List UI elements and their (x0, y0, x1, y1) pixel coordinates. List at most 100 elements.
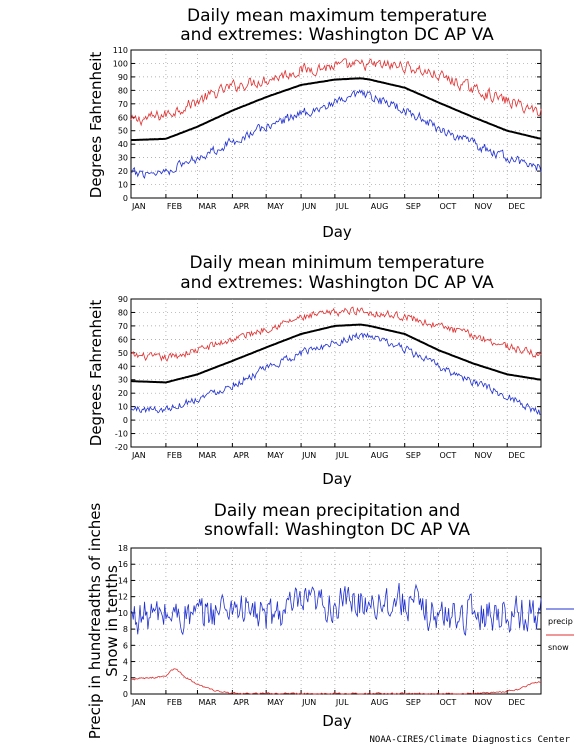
x-tick-label: MAR (198, 451, 216, 460)
x-tick-label: FEB (167, 202, 182, 211)
y-tick-label: 8 (123, 625, 128, 634)
y-axis-label: Degrees Fahrenheit (87, 52, 105, 199)
x-tick-label: NOV (474, 698, 492, 707)
x-axis-label: Day (322, 712, 352, 730)
y-tick-label: 80 (118, 86, 128, 95)
x-tick-label: JUL (335, 698, 349, 707)
credit-text: NOAA-CIRES/Climate Diagnostics Center (370, 735, 571, 745)
x-tick-label: SEP (406, 451, 421, 460)
y-tick-label: 110 (113, 46, 128, 55)
legend-label: precip (548, 617, 573, 626)
x-tick-label: FEB (167, 698, 182, 707)
x-tick-label: NOV (474, 451, 492, 460)
y-tick-label: 6 (123, 641, 128, 650)
snow-series-line (130, 668, 542, 695)
x-tick-label: JUN (301, 202, 316, 211)
x-tick-label: OCT (440, 698, 457, 707)
y-tick-label: 4 (123, 658, 128, 667)
x-tick-label: NOV (474, 202, 492, 211)
x-tick-label: JUN (301, 698, 316, 707)
x-tick-label: MAR (198, 202, 216, 211)
panel-min-temperature: Daily mean minimum temperature and extre… (87, 253, 542, 488)
chart-title-line2: and extremes: Washington DC AP VA (180, 273, 494, 293)
upper-series-line (130, 306, 542, 362)
legend: precip snow (546, 608, 574, 652)
y-tick-label: -20 (115, 443, 128, 452)
y-tick-label: 100 (113, 59, 128, 68)
x-tick-label: MAY (267, 202, 284, 211)
y-tick-label: 90 (118, 73, 128, 82)
plot-area: 0 2 4 6 8 10 12 14 16 18 JAN FEB MAR APR MAY JUN JUL AUG S… (118, 544, 542, 707)
legend-label: snow (548, 643, 569, 652)
y-tick-label: -10 (115, 430, 128, 439)
plot-area: 0 10 20 30 40 50 60 70 80 90 100 110 JAN FEB MAR APR MAY… (113, 46, 542, 211)
x-tick-label: DEC (508, 202, 525, 211)
y-tick-label: 0 (123, 416, 128, 425)
y-tick-label: 10 (118, 609, 128, 618)
x-tick-label: DEC (508, 698, 525, 707)
x-tick-label: OCT (440, 451, 457, 460)
lower-series-line (130, 89, 542, 179)
x-tick-label: APR (233, 698, 249, 707)
chart-title-line1: Daily mean minimum temperature (190, 253, 485, 273)
x-tick-label: MAY (267, 698, 284, 707)
x-tick-label: AUG (371, 698, 389, 707)
y-tick-label: 60 (118, 113, 128, 122)
x-tick-label: APR (233, 451, 249, 460)
lower-series-line (130, 331, 542, 416)
y-axis-label-line2: Snow in tenths (103, 565, 121, 677)
y-tick-label: 70 (118, 100, 128, 109)
x-tick-label: AUG (371, 451, 389, 460)
x-tick-label: APR (233, 202, 249, 211)
mean-series-line (130, 77, 542, 142)
y-tick-label: 2 (123, 674, 128, 683)
plot-frame (130, 298, 542, 448)
y-tick-label: 60 (118, 335, 128, 344)
plot-frame (130, 49, 542, 199)
chart-title-line1: Daily mean precipitation and (214, 501, 461, 521)
x-tick-label: JAN (131, 698, 146, 707)
y-tick-label: 80 (118, 308, 128, 317)
y-tick-label: 0 (123, 690, 128, 699)
chart-title-line2: and extremes: Washington DC AP VA (180, 25, 494, 45)
y-tick-label: 14 (118, 576, 128, 585)
y-tick-label: 18 (118, 544, 128, 553)
x-tick-label: DEC (508, 451, 525, 460)
x-tick-label: MAY (267, 451, 284, 460)
x-tick-label: SEP (406, 698, 421, 707)
y-tick-label: 20 (118, 167, 128, 176)
x-tick-label: AUG (371, 202, 389, 211)
x-tick-label: JAN (131, 202, 146, 211)
chart-title-line2: snowfall: Washington DC AP VA (204, 520, 470, 540)
x-tick-label: JUL (335, 202, 349, 211)
y-tick-label: 10 (118, 403, 128, 412)
x-tick-label: SEP (406, 202, 421, 211)
x-tick-label: OCT (440, 202, 457, 211)
y-tick-label: 70 (118, 322, 128, 331)
precip-series-line (130, 582, 542, 636)
panel-max-temperature: Daily mean maximum temperature and extre… (87, 6, 542, 241)
y-axis-label-line1: Precip in hundreadths of inches (86, 503, 104, 740)
y-tick-label: 40 (118, 140, 128, 149)
y-tick-label: 0 (123, 194, 128, 203)
x-axis-label: Day (322, 223, 352, 241)
y-tick-label: 50 (118, 127, 128, 136)
y-tick-label: 90 (118, 295, 128, 304)
mean-series-line (130, 323, 542, 384)
y-tick-label: 20 (118, 389, 128, 398)
chart-title-line1: Daily mean maximum temperature (187, 6, 487, 26)
x-tick-label: JAN (131, 451, 146, 460)
upper-series-line (130, 58, 542, 127)
x-tick-label: FEB (167, 451, 182, 460)
x-axis-label: Day (322, 470, 352, 488)
y-tick-label: 40 (118, 362, 128, 371)
panel-precipitation: Daily mean precipitation and snowfall: W… (86, 501, 574, 739)
y-tick-label: 16 (118, 560, 128, 569)
x-tick-label: MAR (198, 698, 216, 707)
y-tick-label: 10 (118, 181, 128, 190)
x-tick-label: JUN (301, 451, 316, 460)
y-tick-label: 30 (118, 376, 128, 385)
y-axis-label: Degrees Fahrenheit (87, 300, 105, 447)
y-tick-label: 30 (118, 154, 128, 163)
